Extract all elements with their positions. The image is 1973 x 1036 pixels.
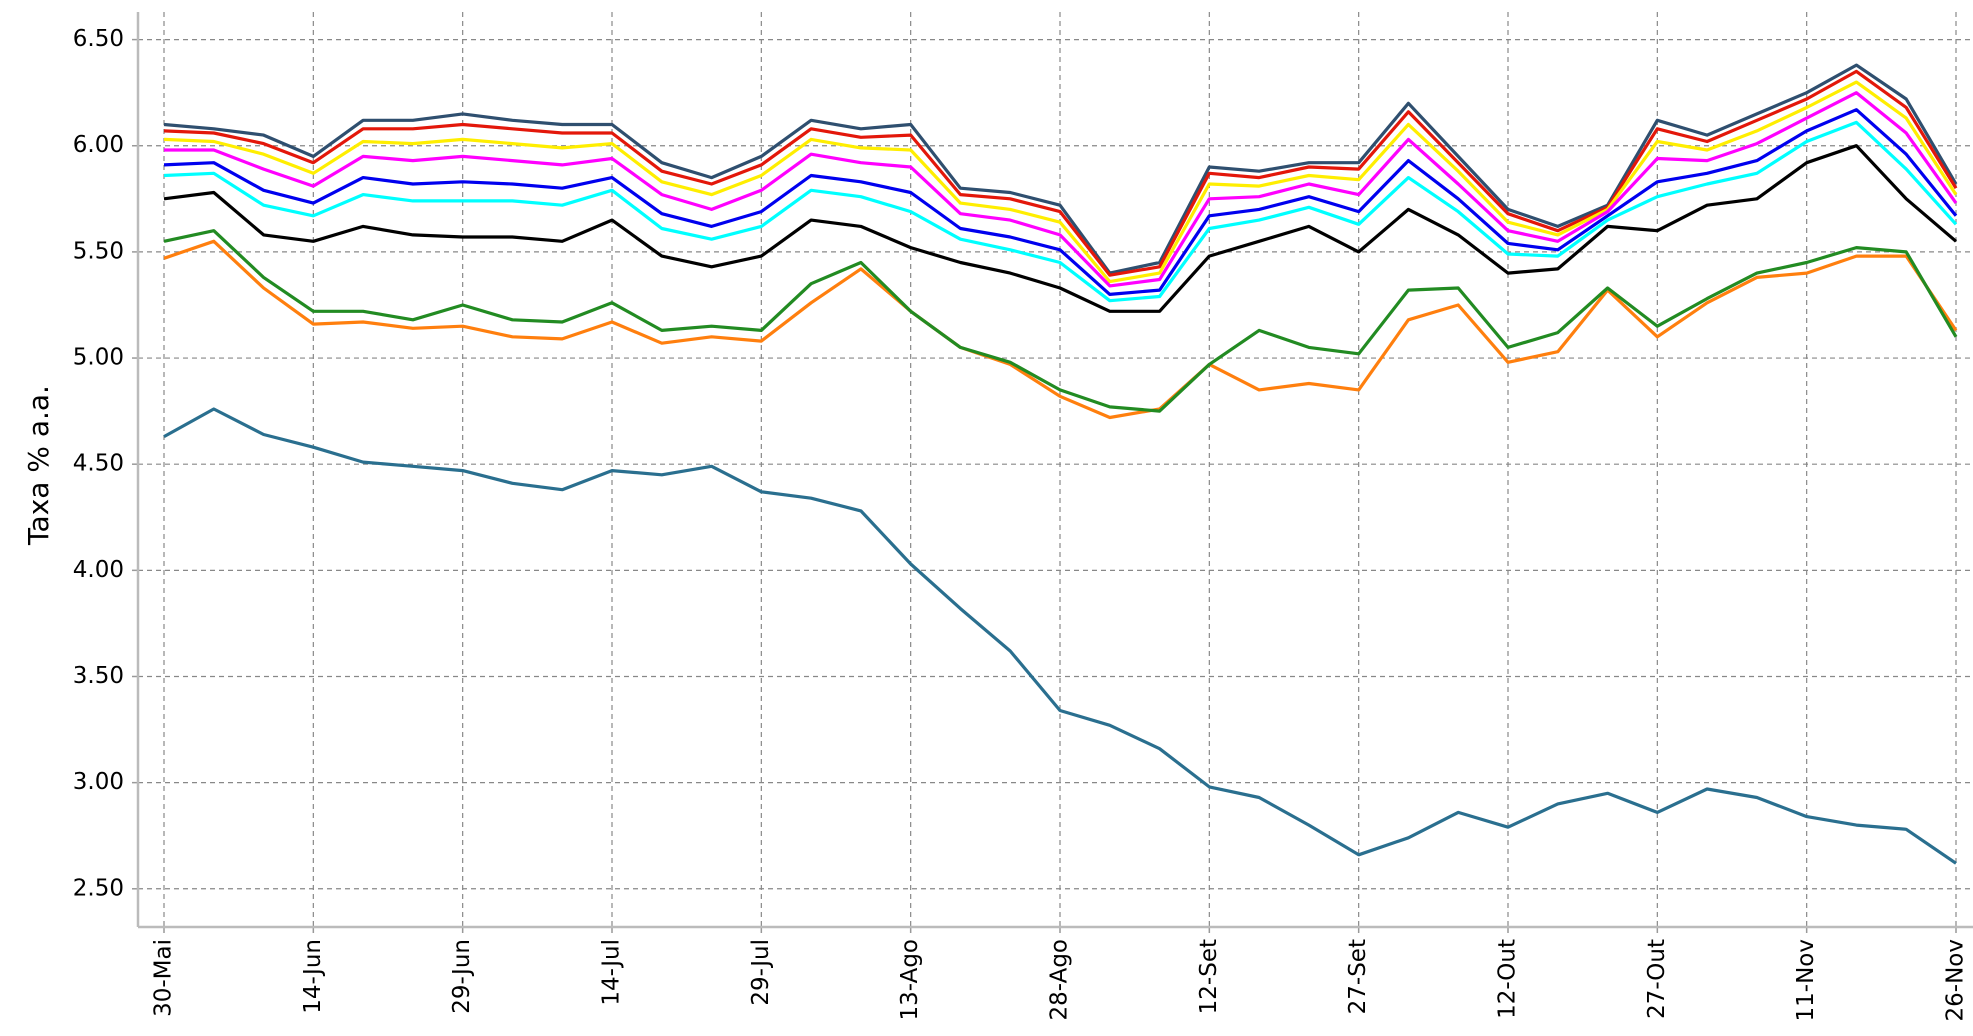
x-tick-label: 12-Out bbox=[1495, 939, 1521, 1019]
y-tick-label: 6.50 bbox=[73, 26, 124, 52]
series-line bbox=[163, 229, 1958, 413]
series-line bbox=[164, 91, 1958, 288]
x-tick-label: 14-Jun bbox=[300, 939, 326, 1014]
x-tick-label: 26-Nov bbox=[1943, 939, 1969, 1021]
x-tick-label: 11-Nov bbox=[1793, 939, 1819, 1021]
y-tick-label: 6.00 bbox=[73, 132, 124, 158]
series-line bbox=[163, 239, 1958, 420]
y-tick-label: 5.50 bbox=[73, 238, 124, 264]
x-tick-label: 13-Ago bbox=[897, 939, 923, 1020]
x-tick-label: 29-Jul bbox=[748, 939, 774, 1006]
series-line bbox=[163, 407, 1957, 865]
x-tick-label: 27-Out bbox=[1644, 939, 1670, 1019]
series-line bbox=[163, 63, 1958, 275]
x-tick-label: 12-Set bbox=[1196, 939, 1222, 1014]
series-line bbox=[163, 80, 1958, 284]
series-line bbox=[163, 69, 1958, 277]
series-line bbox=[163, 144, 1958, 313]
x-tick-label: 28-Ago bbox=[1047, 939, 1073, 1020]
series-line bbox=[163, 120, 1958, 303]
y-tick-label: 4.50 bbox=[73, 451, 124, 477]
y-tick-label: 5.00 bbox=[73, 345, 124, 371]
series-line bbox=[163, 108, 1958, 296]
y-tick-label: 3.50 bbox=[73, 663, 124, 689]
x-tick-label: 29-Jun bbox=[449, 939, 475, 1014]
y-tick-label: 4.00 bbox=[73, 557, 124, 583]
x-tick-label: 27-Set bbox=[1345, 939, 1371, 1014]
y-tick-label: 2.50 bbox=[73, 875, 124, 901]
x-tick-label: 30-Mai bbox=[151, 939, 177, 1017]
y-tick-label: 3.00 bbox=[73, 769, 124, 795]
y-axis-label: Taxa % a.a. bbox=[22, 385, 55, 546]
x-tick-label: 14-Jul bbox=[599, 939, 625, 1006]
